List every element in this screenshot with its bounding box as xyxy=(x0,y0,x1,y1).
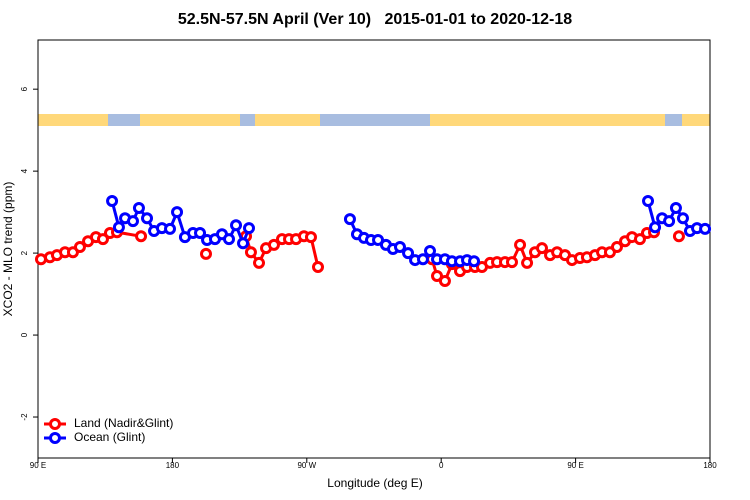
data-point xyxy=(126,215,139,228)
data-point xyxy=(312,261,324,274)
y-tick-label: 6 xyxy=(20,86,29,91)
legend-label: Ocean (Glint) xyxy=(74,430,145,444)
data-point xyxy=(243,222,256,235)
x-tick-label: 0 xyxy=(439,461,444,470)
data-point xyxy=(633,233,646,246)
data-point xyxy=(194,227,207,240)
data-point xyxy=(610,240,623,253)
legend-marker xyxy=(49,418,61,430)
x-tick-label: 90 W xyxy=(297,461,316,470)
y-tick-label: 2 xyxy=(20,250,29,255)
data-point xyxy=(135,230,148,243)
x-tick-label: 90 E xyxy=(567,461,583,470)
data-point xyxy=(416,253,429,266)
data-point xyxy=(253,256,266,269)
data-point xyxy=(514,238,527,251)
data-point xyxy=(132,202,145,215)
x-tick-label: 180 xyxy=(166,461,180,470)
data-point xyxy=(96,233,109,246)
y-tick-label: 4 xyxy=(20,168,29,173)
data-point xyxy=(505,256,518,269)
data-point xyxy=(244,246,257,259)
data-point xyxy=(304,231,317,244)
data-point xyxy=(438,274,451,287)
y-tick-label: 0 xyxy=(20,332,29,337)
y-axis-label: XCO2 - MLO trend (ppm) xyxy=(1,182,15,317)
data-point xyxy=(73,240,86,253)
data-point xyxy=(402,247,415,260)
data-point xyxy=(642,195,655,208)
data-point xyxy=(164,222,177,235)
data-point xyxy=(699,222,712,235)
x-axis-label: Longitude (deg E) xyxy=(327,476,422,490)
data-point xyxy=(267,238,280,251)
data-point xyxy=(669,202,682,215)
data-point xyxy=(424,245,436,258)
land-mask-strip xyxy=(38,114,710,126)
data-point xyxy=(106,195,119,208)
y-tick-label: -2 xyxy=(20,413,29,421)
x-tick-label: 180 xyxy=(703,461,717,470)
data-point xyxy=(141,212,154,225)
data-point xyxy=(676,212,689,225)
data-point xyxy=(112,221,125,234)
x-tick-label: 90 E xyxy=(30,461,46,470)
data-point xyxy=(393,240,406,253)
data-point xyxy=(171,206,184,219)
data-point xyxy=(649,221,662,234)
legend-marker xyxy=(49,432,61,444)
plot-frame xyxy=(37,39,711,459)
data-point xyxy=(672,230,685,243)
data-point xyxy=(536,242,548,255)
legend-label: Land (Nadir&Glint) xyxy=(74,416,173,430)
data-point xyxy=(343,213,356,226)
data-point xyxy=(200,247,212,260)
chart-title: 52.5N-57.5N April (Ver 10) 2015-01-01 to… xyxy=(178,11,572,28)
data-point xyxy=(237,237,250,250)
data-point xyxy=(521,256,534,269)
data-point xyxy=(230,219,243,232)
data-point xyxy=(468,255,481,268)
data-point xyxy=(663,215,676,228)
data-point xyxy=(222,233,235,246)
